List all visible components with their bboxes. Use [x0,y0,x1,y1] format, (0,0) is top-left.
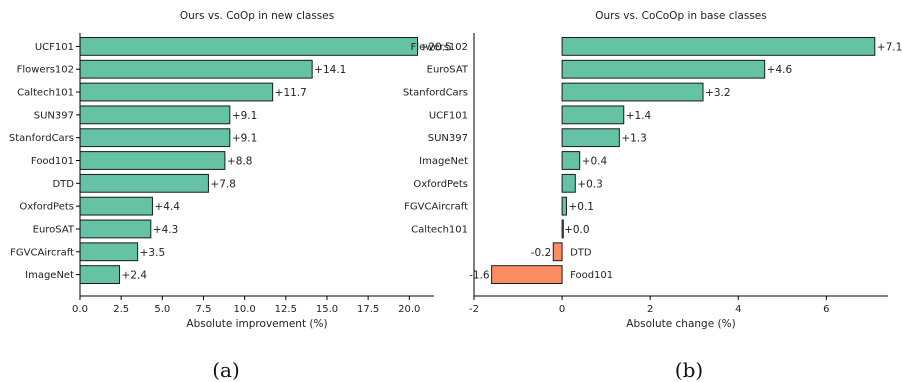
value-label: +11.7 [275,87,307,99]
value-label: +9.1 [232,133,258,145]
category-label: Food101 [31,156,74,167]
bar-eurosat [79,219,152,239]
category-label: SUN397 [34,110,74,121]
bar-flowers102 [79,59,313,79]
category-label: StanfordCars [9,133,74,144]
value-label: +14.1 [314,64,346,76]
category-label: DTD [52,179,74,190]
x-tick-label: 0.0 [72,304,88,315]
category-label: Flowers102 [17,65,74,76]
chart-title: Ours vs. CoCoOp in base classes [595,10,766,22]
category-label: Flowers102 [411,42,468,53]
value-label: +20.5 [420,41,452,53]
bar-sun397 [79,105,231,125]
bar-oxfordpets [79,196,153,216]
category-label: SUN397 [428,133,468,144]
x-tick-label: 10.0 [234,304,256,315]
bar-caltech101 [79,82,274,102]
x-axis-label: Absolute improvement (%) [186,318,327,330]
value-label: +1.3 [621,133,647,145]
category-label: Caltech101 [411,224,468,235]
category-label: EuroSAT [427,65,469,76]
category-label: FGVCAircraft [10,247,74,258]
category-label: UCF101 [35,42,74,53]
bar-fgvcaircraft [79,242,139,262]
bar-eurosat [561,59,766,79]
bar-sun397 [561,128,620,148]
value-label: -0.2 [531,247,552,259]
category-label: StanfordCars [403,88,468,99]
value-label: +4.3 [153,224,179,236]
x-tick-label: 6 [823,304,829,315]
bar-food101 [491,265,563,284]
chart-panel-b: Ours vs. CoCoOp in base classes Flowers10… [403,10,902,330]
value-label: +4.6 [767,64,793,76]
x-tick-label: 5.0 [154,304,170,315]
x-tick-label: 4 [735,304,741,315]
category-label: ImageNet [419,156,468,167]
bar-stanfordcars [561,82,704,102]
bar-flowers102 [561,37,876,56]
bar-food101 [79,151,226,170]
bar-fgvcaircraft [561,196,567,216]
bar-imagenet [79,265,121,284]
value-label: +7.1 [877,41,902,53]
value-label: +0.3 [577,178,603,190]
value-label: +7.8 [210,178,236,190]
category-label: OxfordPets [413,179,468,190]
chart-title: Ours vs. CoOp in new classes [180,10,334,22]
chart-panel-a: Ours vs. CoOp in new classes UCF101 +20.5 F… [9,10,452,330]
value-label: +0.0 [564,224,590,236]
value-label: -1.6 [469,270,490,282]
value-label: +3.2 [705,87,731,99]
x-tick-label: 7.5 [196,304,212,315]
value-label: +4.4 [154,201,180,213]
bar-caltech101 [561,219,564,239]
category-label: Caltech101 [17,88,74,99]
value-label: +0.4 [582,156,608,168]
bar-oxfordpets [561,173,576,193]
category-label: EuroSAT [33,224,75,235]
x-axis-label: Absolute change (%) [626,318,735,330]
x-tick-label: -2 [469,304,479,315]
subfigure-label-a: (a) [212,358,240,382]
subfigure-label-b: (b) [675,358,703,382]
category-label: DTD [570,247,592,258]
category-label: Food101 [570,270,613,281]
x-tick-label: 2 [647,304,653,315]
x-tick-label: 12.5 [275,304,297,315]
category-label: ImageNet [25,270,74,281]
x-tick-label: 20.0 [398,304,420,315]
value-label: +8.8 [227,156,253,168]
bar-ucf101 [79,37,419,56]
bar-stanfordcars [79,128,231,148]
bar-imagenet [561,151,581,170]
category-label: FGVCAircraft [404,202,468,213]
category-label: OxfordPets [19,202,74,213]
value-label: +9.1 [232,110,258,122]
value-label: +0.1 [568,201,594,213]
bar-ucf101 [561,105,625,125]
bar-dtd [79,173,209,193]
x-tick-label: 17.5 [357,304,379,315]
x-tick-label: 0 [559,304,565,315]
x-tick-label: 2.5 [113,304,129,315]
value-label: +3.5 [140,247,166,259]
bar-dtd [552,242,563,262]
value-label: +2.4 [122,270,148,282]
value-label: +1.4 [626,110,652,122]
x-tick-label: 15.0 [316,304,338,315]
category-label: UCF101 [429,110,468,121]
